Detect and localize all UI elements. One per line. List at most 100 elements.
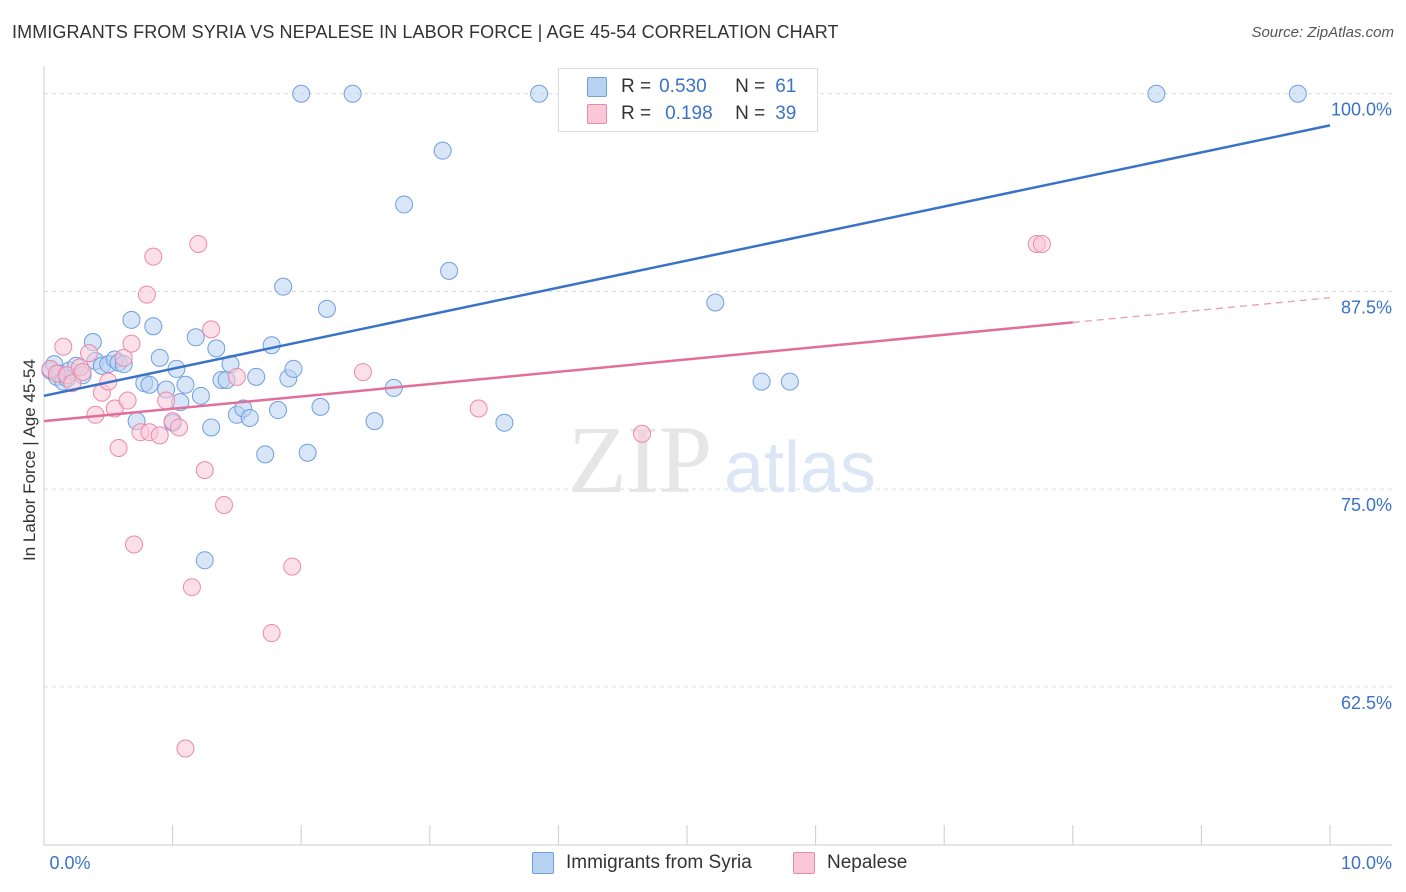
legend-n-value: 39 xyxy=(775,103,797,124)
nepalese-point xyxy=(122,334,141,353)
tick-label-layer: 62.5% 75.0% 87.5% 100.0% 0.0% 10.0% xyxy=(49,100,1392,873)
nepalese-point xyxy=(114,348,133,367)
syria-point xyxy=(780,372,799,391)
syria-trend-line xyxy=(43,124,1331,398)
nepalese-point xyxy=(137,285,156,304)
syria-point xyxy=(176,375,195,394)
syria-point xyxy=(140,375,159,394)
nepalese-point xyxy=(195,461,214,480)
legend-r-value: 0.530 xyxy=(659,76,707,97)
grid-layer xyxy=(44,93,1392,688)
nepalese-point xyxy=(182,578,201,597)
syria-point xyxy=(262,336,281,355)
syria-point xyxy=(284,359,303,378)
nepalese-point xyxy=(215,495,234,514)
syria-point xyxy=(1147,84,1166,103)
nepalese-point xyxy=(125,535,144,554)
correlation-legend: R = 0.530 N = 61 R = 0.198 N = 39 xyxy=(558,68,818,132)
series-legend-nepalese: Nepalese xyxy=(793,852,907,874)
y-tick-label: 62.5% xyxy=(1341,693,1392,713)
legend-r-label: R = xyxy=(621,76,652,97)
syria-point xyxy=(440,261,459,280)
nepalese-point xyxy=(144,247,163,266)
syria-point xyxy=(706,293,725,312)
syria-point xyxy=(269,401,288,420)
legend-row-syria: R = 0.530 N = 61 xyxy=(587,74,796,100)
x-tick-label: 0.0% xyxy=(49,853,90,873)
trend-layer xyxy=(43,124,1331,423)
watermark-zip: ZIP xyxy=(568,406,712,513)
nepalese-trend-line xyxy=(43,321,1073,423)
legend-n-label: N = xyxy=(735,103,766,124)
axes-layer xyxy=(43,66,1392,846)
syria-point xyxy=(247,367,266,386)
points-layer xyxy=(41,84,1307,758)
syria-point xyxy=(365,412,384,431)
legend-swatch-nepalese xyxy=(587,104,607,124)
nepalese-point xyxy=(632,424,651,443)
series-swatch-syria xyxy=(532,852,554,874)
nepalese-point xyxy=(80,344,99,363)
syria-point xyxy=(311,397,330,416)
syria-point xyxy=(240,408,259,427)
series-swatch-nepalese xyxy=(793,852,815,874)
legend-swatch-syria xyxy=(587,77,607,97)
y-axis-label: In Labor Force | Age 45-54 xyxy=(20,359,39,561)
chart-title: IMMIGRANTS FROM SYRIA VS NEPALESE IN LAB… xyxy=(12,22,839,42)
syria-point xyxy=(191,386,210,405)
nepalese-point xyxy=(227,367,246,386)
nepalese-point xyxy=(262,624,281,643)
nepalese-point xyxy=(54,337,73,356)
nepalese-point xyxy=(202,320,221,339)
syria-point xyxy=(274,277,293,296)
series-legend-syria: Immigrants from Syria xyxy=(532,852,752,874)
legend-row-nepalese: R = 0.198 N = 39 xyxy=(587,101,796,127)
nepalese-point xyxy=(157,391,176,410)
nepalese-point xyxy=(189,234,208,253)
nepalese-point xyxy=(1032,234,1051,253)
legend-r-label: R = xyxy=(621,103,652,124)
syria-point xyxy=(292,84,311,103)
series-label-syria: Immigrants from Syria xyxy=(566,852,752,873)
nepalese-point xyxy=(469,399,488,418)
legend-n-label: N = xyxy=(735,76,766,97)
syria-point xyxy=(752,372,771,391)
syria-point xyxy=(186,328,205,347)
nepalese-point xyxy=(73,363,92,382)
syria-point xyxy=(202,418,221,437)
syria-point xyxy=(298,443,317,462)
syria-point xyxy=(122,310,141,329)
y-tick-label: 100.0% xyxy=(1331,100,1392,120)
y-tick-label: 75.0% xyxy=(1341,495,1392,515)
syria-point xyxy=(317,299,336,318)
y-tick-label: 87.5% xyxy=(1341,297,1392,317)
nepalese-point xyxy=(170,418,189,437)
syria-point xyxy=(207,339,226,358)
watermark-atlas: atlas xyxy=(724,428,876,508)
syria-point xyxy=(150,348,169,367)
nepalese-point xyxy=(353,363,372,382)
nepalese-trend-line-extension xyxy=(1072,297,1331,324)
syria-point xyxy=(1288,84,1307,103)
syria-point xyxy=(195,551,214,570)
nepalese-point xyxy=(176,739,195,758)
source-credit: Source: ZipAtlas.com xyxy=(1251,24,1394,41)
legend-n-value: 61 xyxy=(775,76,797,97)
syria-point xyxy=(343,84,362,103)
syria-point xyxy=(433,141,452,160)
syria-point xyxy=(530,84,549,103)
series-label-nepalese: Nepalese xyxy=(827,852,908,873)
nepalese-point xyxy=(63,374,82,393)
watermark: ZIP atlas xyxy=(568,406,876,513)
legend-r-value: 0.198 xyxy=(665,103,713,124)
syria-point xyxy=(144,317,163,336)
syria-point xyxy=(395,195,414,214)
nepalese-point xyxy=(118,391,137,410)
nepalese-point xyxy=(150,426,169,445)
syria-point xyxy=(256,445,275,464)
nepalese-point xyxy=(283,557,302,576)
x-tick-label: 10.0% xyxy=(1341,853,1392,873)
nepalese-point xyxy=(109,439,128,458)
syria-point xyxy=(495,413,514,432)
